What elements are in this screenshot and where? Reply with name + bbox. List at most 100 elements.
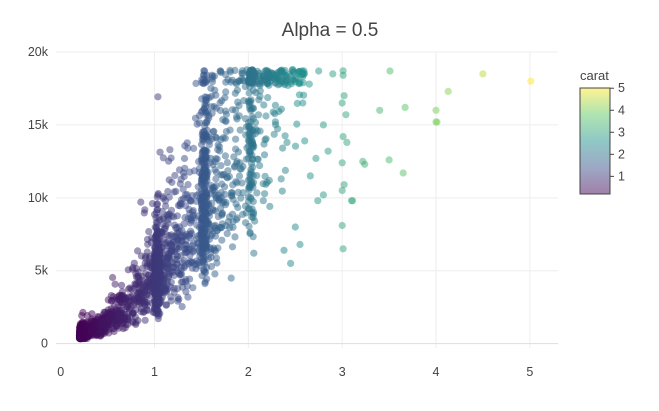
data-point — [249, 115, 257, 123]
data-point — [183, 282, 191, 290]
y-tick-label: 5k — [35, 264, 49, 278]
data-point — [167, 293, 175, 301]
data-point — [236, 165, 244, 173]
data-point — [229, 223, 237, 231]
data-point — [433, 118, 441, 126]
data-point — [129, 317, 137, 325]
data-point — [217, 224, 225, 232]
data-point — [201, 226, 209, 234]
data-point — [171, 221, 179, 229]
data-point — [118, 281, 126, 289]
data-point — [190, 144, 198, 152]
data-point — [217, 162, 225, 170]
data-point — [154, 246, 163, 254]
data-point — [173, 260, 181, 268]
data-point — [305, 80, 313, 88]
data-point — [224, 76, 232, 84]
data-point — [257, 79, 265, 87]
data-point — [238, 179, 246, 187]
data-point — [212, 175, 220, 183]
data-point — [293, 99, 301, 107]
data-point — [274, 81, 282, 89]
data-point — [253, 189, 261, 197]
data-point — [189, 284, 197, 292]
data-point — [527, 77, 535, 85]
data-point — [168, 242, 176, 250]
y-tick-label: 15k — [28, 118, 49, 132]
data-point — [278, 69, 286, 77]
data-point — [246, 183, 254, 192]
colorbar-tick-label: 4 — [618, 103, 625, 117]
colorbar-ticks: 1 2 3 4 5 — [610, 81, 625, 183]
data-point — [231, 106, 240, 114]
data-point — [134, 273, 142, 281]
y-tick-label: 0 — [41, 337, 48, 351]
data-point — [175, 295, 183, 303]
colorbar-tick-label: 3 — [618, 125, 625, 139]
data-point — [203, 76, 211, 84]
x-tick-label: 4 — [433, 365, 440, 379]
data-point — [342, 111, 350, 119]
data-point — [220, 170, 228, 178]
data-point — [187, 217, 195, 225]
y-axis: 0 5k 10k 15k 20k — [28, 45, 49, 351]
data-point — [270, 130, 278, 138]
data-point — [339, 133, 347, 141]
data-point — [338, 186, 346, 195]
data-point — [262, 112, 270, 120]
data-point — [80, 324, 88, 332]
data-point — [245, 130, 253, 138]
data-point — [181, 213, 189, 222]
data-point — [208, 103, 216, 111]
data-point — [216, 67, 224, 75]
data-point — [289, 66, 297, 74]
x-tick-label: 0 — [57, 365, 64, 379]
data-point — [329, 70, 337, 78]
data-point — [83, 312, 91, 320]
data-point — [186, 234, 194, 242]
data-point — [159, 215, 167, 223]
data-point — [278, 187, 286, 195]
data-point — [222, 110, 230, 118]
x-tick-label: 5 — [526, 365, 533, 379]
data-point — [177, 278, 185, 286]
data-point — [280, 246, 288, 254]
data-point — [261, 172, 269, 180]
data-point — [130, 259, 138, 267]
data-point — [153, 226, 161, 234]
data-point — [78, 312, 86, 320]
data-point — [348, 197, 357, 205]
data-point — [245, 142, 253, 150]
data-point — [279, 144, 287, 152]
data-point — [259, 197, 267, 205]
data-point — [287, 259, 295, 267]
data-point — [281, 132, 289, 140]
data-point — [203, 275, 211, 283]
data-point — [234, 188, 242, 196]
data-point — [108, 311, 116, 319]
data-point — [192, 79, 200, 87]
data-point — [129, 309, 137, 317]
data-point — [299, 99, 307, 107]
data-point — [338, 99, 346, 107]
data-point — [183, 139, 191, 147]
data-point — [205, 141, 213, 149]
data-point — [250, 69, 258, 77]
data-point — [221, 183, 229, 191]
data-point — [219, 134, 227, 142]
data-point — [200, 105, 208, 113]
data-point — [163, 254, 171, 262]
data-point — [141, 254, 150, 262]
data-point — [226, 68, 234, 76]
data-point — [165, 232, 173, 240]
data-point — [225, 172, 233, 181]
data-point — [179, 185, 187, 193]
data-point — [156, 299, 164, 307]
data-point — [213, 259, 221, 267]
data-point — [271, 101, 279, 109]
data-point — [306, 172, 314, 180]
data-point — [134, 247, 142, 255]
data-point — [293, 120, 301, 128]
data-point — [208, 78, 217, 86]
